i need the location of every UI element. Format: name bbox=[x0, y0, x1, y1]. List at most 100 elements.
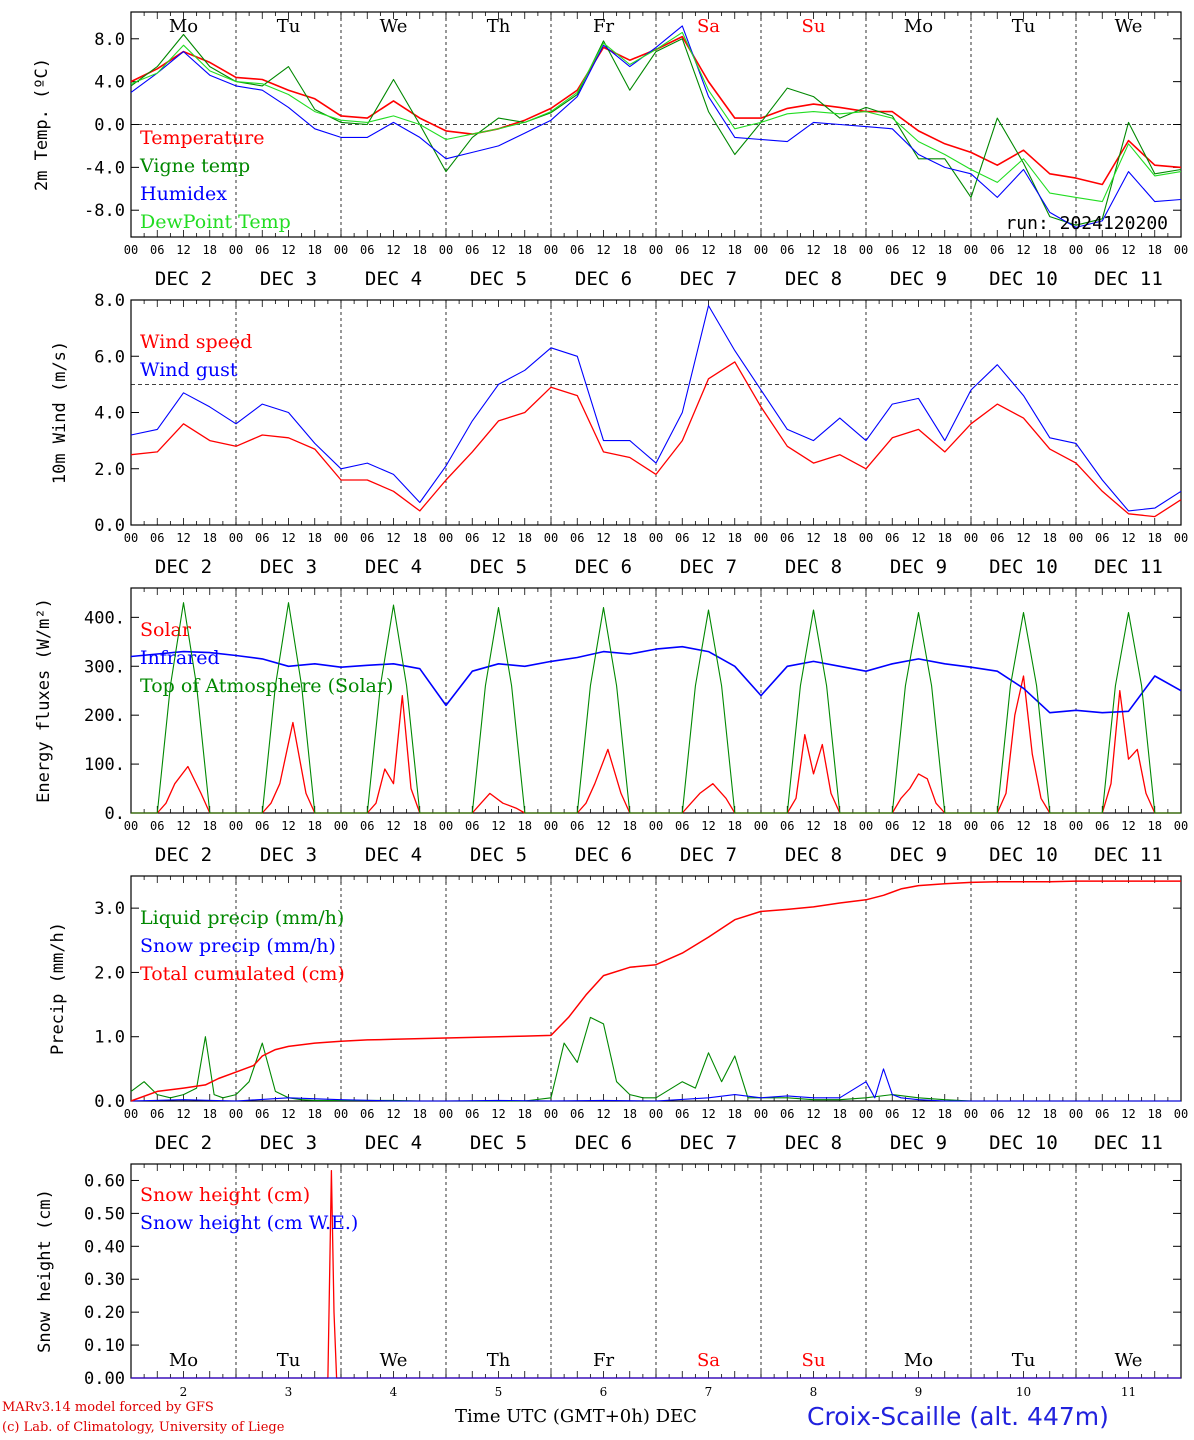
hour-tick-label: 00 bbox=[649, 243, 663, 257]
weekday-label: Fr bbox=[593, 1350, 614, 1371]
y-tick-label: 0.0 bbox=[94, 116, 125, 136]
hour-tick-label: 18 bbox=[623, 531, 637, 545]
y-tick-label: 8.0 bbox=[94, 30, 125, 50]
day-number-label: 11 bbox=[1121, 1385, 1136, 1399]
hour-tick-label: 18 bbox=[623, 243, 637, 257]
date-label: DEC 11 bbox=[1094, 556, 1163, 578]
y-tick-label: 3.0 bbox=[94, 899, 125, 919]
hour-tick-label: 12 bbox=[806, 531, 820, 545]
hour-tick-label: 18 bbox=[413, 243, 427, 257]
date-label: DEC 6 bbox=[575, 1132, 632, 1154]
hour-tick-label: 18 bbox=[518, 243, 532, 257]
x-axis-title: Time UTC (GMT+0h) DEC bbox=[455, 1406, 697, 1427]
hour-tick-label: 06 bbox=[780, 1107, 794, 1121]
date-label: DEC 2 bbox=[155, 556, 212, 578]
hour-tick-label: 00 bbox=[964, 243, 978, 257]
hour-tick-label: 00 bbox=[649, 531, 663, 545]
hour-tick-label: 18 bbox=[1043, 243, 1057, 257]
date-label: DEC 6 bbox=[575, 844, 632, 866]
hour-tick-label: 00 bbox=[859, 1107, 873, 1121]
date-label: DEC 9 bbox=[890, 268, 947, 290]
y-tick-label: 0. bbox=[105, 804, 125, 824]
date-label: DEC 8 bbox=[785, 1132, 842, 1154]
hour-tick-label: 00 bbox=[1069, 531, 1083, 545]
hour-tick-label: 06 bbox=[150, 531, 164, 545]
legend-entry: Temperature bbox=[140, 127, 264, 149]
date-label: DEC 10 bbox=[989, 1132, 1058, 1154]
hour-tick-label: 06 bbox=[360, 243, 374, 257]
hour-tick-label: 06 bbox=[465, 243, 479, 257]
date-label: DEC 7 bbox=[680, 556, 737, 578]
hour-tick-label: 12 bbox=[701, 243, 715, 257]
series-line bbox=[130, 880, 1181, 1102]
y-tick-label: 100. bbox=[84, 755, 125, 775]
day-number-label: 2 bbox=[180, 1385, 188, 1399]
hour-tick-label: 18 bbox=[728, 819, 742, 833]
date-label: DEC 5 bbox=[470, 844, 527, 866]
date-label: DEC 2 bbox=[155, 1132, 212, 1154]
date-label: DEC 9 bbox=[890, 556, 947, 578]
hour-tick-label: 18 bbox=[1043, 531, 1057, 545]
hour-tick-label: 00 bbox=[649, 819, 663, 833]
hour-tick-label: 18 bbox=[203, 531, 217, 545]
hour-tick-label: 18 bbox=[308, 1107, 322, 1121]
date-label: DEC 4 bbox=[365, 556, 422, 578]
hour-tick-label: 18 bbox=[203, 1107, 217, 1121]
hour-tick-label: 00 bbox=[334, 531, 348, 545]
hour-tick-label: 18 bbox=[308, 819, 322, 833]
y-tick-label: 0.00 bbox=[84, 1369, 125, 1389]
date-label: DEC 10 bbox=[989, 268, 1058, 290]
series-line bbox=[130, 25, 1182, 228]
y-tick-label: 2.0 bbox=[94, 460, 125, 480]
y-tick-label: 0.20 bbox=[84, 1303, 125, 1323]
date-label: DEC 5 bbox=[470, 1132, 527, 1154]
hour-tick-label: 00 bbox=[1174, 819, 1188, 833]
hour-tick-label: 18 bbox=[833, 819, 847, 833]
hour-tick-label: 06 bbox=[255, 243, 269, 257]
hour-tick-label: 00 bbox=[754, 1107, 768, 1121]
hour-tick-label: 18 bbox=[833, 531, 847, 545]
hour-tick-label: 12 bbox=[806, 1107, 820, 1121]
series-line bbox=[131, 675, 1181, 814]
hour-tick-label: 00 bbox=[124, 531, 138, 545]
hour-tick-label: 18 bbox=[518, 819, 532, 833]
hour-tick-label: 00 bbox=[964, 819, 978, 833]
hour-tick-label: 00 bbox=[649, 1107, 663, 1121]
y-tick-label: -8.0 bbox=[84, 201, 125, 221]
hour-tick-label: 12 bbox=[386, 531, 400, 545]
y-tick-label: 0.0 bbox=[94, 1092, 125, 1112]
weekday-label: Tu bbox=[277, 1350, 301, 1371]
day-number-label: 10 bbox=[1016, 1385, 1031, 1399]
hour-tick-label: 06 bbox=[150, 819, 164, 833]
hour-tick-label: 00 bbox=[544, 531, 558, 545]
hour-tick-label: 12 bbox=[596, 243, 610, 257]
hour-tick-label: 06 bbox=[1095, 819, 1109, 833]
hour-tick-label: 00 bbox=[1174, 1107, 1188, 1121]
date-label: DEC 7 bbox=[680, 1132, 737, 1154]
y-axis-label: 2m Temp. (ºC) bbox=[32, 58, 52, 191]
hour-tick-label: 06 bbox=[570, 1107, 584, 1121]
hour-tick-label: 12 bbox=[911, 243, 925, 257]
hour-tick-label: 18 bbox=[938, 819, 952, 833]
y-tick-label: -4.0 bbox=[84, 158, 125, 178]
hour-tick-label: 18 bbox=[1043, 1107, 1057, 1121]
hour-tick-label: 12 bbox=[491, 1107, 505, 1121]
hour-tick-label: 12 bbox=[281, 243, 295, 257]
day-number-label: 5 bbox=[495, 1385, 503, 1399]
hour-tick-label: 18 bbox=[1148, 531, 1162, 545]
hour-tick-label: 12 bbox=[806, 819, 820, 833]
hour-tick-label: 00 bbox=[544, 1107, 558, 1121]
legend-entry: Snow precip (mm/h) bbox=[140, 935, 336, 957]
legend-entry: Vigne temp bbox=[139, 155, 250, 177]
hour-tick-label: 12 bbox=[176, 531, 190, 545]
hour-tick-label: 06 bbox=[255, 1107, 269, 1121]
hour-tick-label: 18 bbox=[413, 531, 427, 545]
hour-tick-label: 00 bbox=[1174, 243, 1188, 257]
hour-tick-label: 12 bbox=[491, 243, 505, 257]
date-label: DEC 8 bbox=[785, 268, 842, 290]
date-label: DEC 3 bbox=[260, 556, 317, 578]
date-label: DEC 10 bbox=[989, 556, 1058, 578]
hour-tick-label: 00 bbox=[439, 243, 453, 257]
date-label: DEC 6 bbox=[575, 268, 632, 290]
hour-tick-label: 18 bbox=[833, 243, 847, 257]
